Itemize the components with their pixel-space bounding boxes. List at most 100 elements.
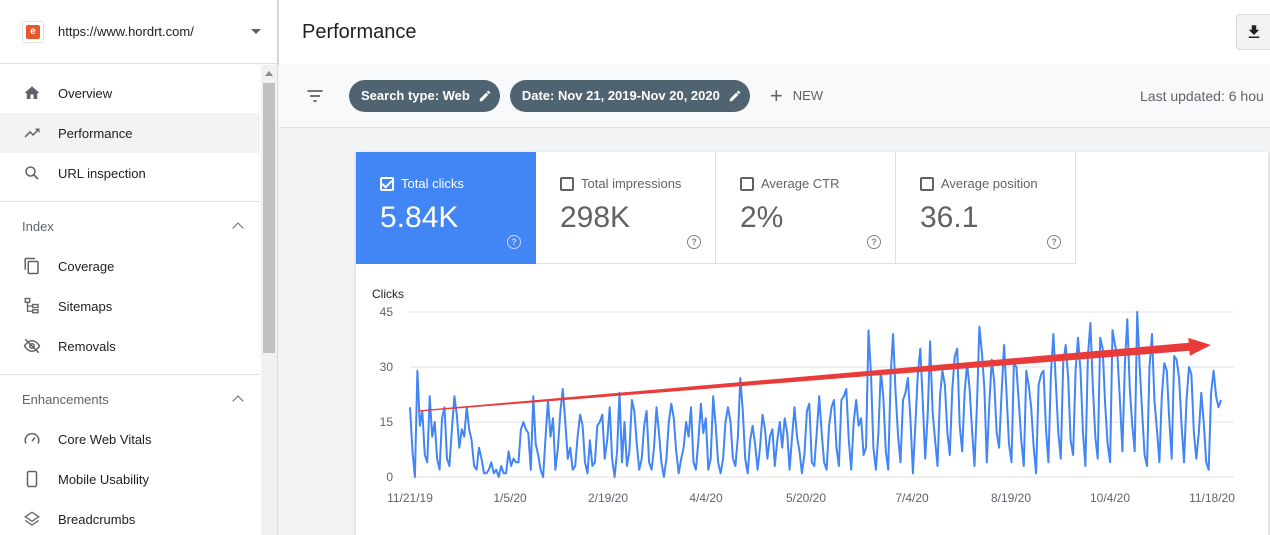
export-button[interactable] [1236,14,1270,50]
help-icon[interactable]: ? [687,235,701,249]
nav-section-enhancements: Enhancements Core Web Vitals Mobile Usab… [0,374,260,535]
x-tick-label: 5/20/20 [786,491,826,505]
nav-item-sitemaps[interactable]: Sitemaps [0,286,260,326]
metric-total-clicks[interactable]: Total clicks 5.84K ? [356,152,536,264]
copy-icon [22,256,42,276]
nav-item-label: URL inspection [58,165,146,181]
x-tick-label: 1/5/20 [493,491,527,505]
filter-icon[interactable] [305,86,325,106]
property-selector[interactable]: e https://www.hordrt.com/ [0,0,277,64]
clicks-chart[interactable]: Clicks 0 15 30 45 11/21/19 1/5/20 2/19/20 4/4/… [356,264,1268,535]
nav-item-removals[interactable]: Removals [0,326,260,366]
nav-item-overview[interactable]: Overview [0,73,260,113]
y-tick-label: 30 [380,360,394,374]
edit-icon [728,89,742,103]
chevron-up-icon [232,222,244,234]
search-type-chip[interactable]: Search type: Web [349,79,500,112]
trend-arrow [418,337,1211,412]
y-tick-label: 15 [380,415,394,429]
scroll-up-arrow-icon[interactable] [265,71,273,76]
date-range-chip[interactable]: Date: Nov 21, 2019-Nov 20, 2020 [509,79,750,112]
filter-bar: Search type: Web Date: Nov 21, 2019-Nov … [279,64,1270,128]
x-tick-label: 11/21/19 [387,491,433,505]
series-line-clicks [409,311,1222,478]
x-tick-label: 8/19/20 [991,491,1031,505]
download-icon [1248,25,1259,38]
y-tick-label: 0 [386,470,393,484]
search-icon [22,163,42,183]
site-logo: e [22,20,44,43]
phone-icon [22,469,42,489]
performance-card: Total clicks 5.84K ? Total impressions 2… [356,152,1268,535]
metric-tabs: Total clicks 5.84K ? Total impressions 2… [356,152,1268,264]
layers-icon [22,509,42,529]
nav-item-label: Breadcrumbs [58,511,136,527]
chip-label: Date: Nov 21, 2019-Nov 20, 2020 [521,88,720,103]
nav-item-label: Performance [58,125,133,141]
metric-value: 298K [560,201,631,234]
new-filter-label: NEW [792,88,824,103]
x-tick-label: 2/19/20 [588,491,628,505]
help-icon[interactable]: ? [867,235,881,249]
checkbox-unchecked[interactable] [560,176,574,191]
checkbox-checked[interactable] [380,176,394,191]
plus-icon: + [769,82,783,108]
trending-up-icon [22,123,42,143]
metric-label: Total impressions [581,176,682,191]
nav-item-core-web-vitals[interactable]: Core Web Vitals [0,419,260,459]
nav-item-label: Overview [58,85,113,101]
x-tick-label: 10/4/20 [1090,491,1130,505]
edit-icon [478,89,492,103]
property-url: https://www.hordrt.com/ [58,24,194,39]
nav-item-coverage[interactable]: Coverage [0,246,260,286]
nav-item-breadcrumbs[interactable]: Breadcrumbs [0,499,260,535]
metric-total-impressions[interactable]: Total impressions 298K ? [536,152,716,264]
last-updated-text: Last updated: 6 hou [1140,88,1264,104]
nav-section-index: Index Coverage Sitemaps Removals [0,201,260,366]
help-icon[interactable]: ? [507,235,521,249]
metric-label: Total clicks [401,176,464,191]
y-axis-label: Clicks [372,287,404,301]
new-filter-button[interactable]: + NEW [769,82,824,108]
metric-value: 2% [740,201,784,234]
nav-item-url-inspection[interactable]: URL inspection [0,153,260,193]
help-icon[interactable]: ? [1047,235,1061,249]
x-tick-label: 4/4/20 [689,491,723,505]
metric-average-ctr[interactable]: Average CTR 2% ? [716,152,896,264]
nav-item-label: Removals [58,338,116,354]
section-title: Index [22,218,54,234]
nav-item-label: Core Web Vitals [58,431,152,447]
metric-value: 36.1 [920,201,979,234]
checkbox-unchecked[interactable] [920,176,934,191]
trend-arrow-annotation [418,337,1211,412]
nav-item-label: Sitemaps [58,298,113,314]
scroll-thumb[interactable] [263,83,275,353]
metric-label: Average position [941,176,1038,191]
metric-value: 5.84K [380,201,459,234]
nav-item-mobile-usability[interactable]: Mobile Usability [0,459,260,499]
eye-off-icon [22,336,42,356]
x-tick-label: 7/4/20 [895,491,929,505]
checkbox-unchecked[interactable] [740,176,754,191]
nav-item-label: Coverage [58,258,115,274]
section-header-index[interactable]: Index [0,206,260,246]
speedometer-icon [22,429,42,449]
section-header-enhancements[interactable]: Enhancements [0,379,260,419]
chip-label: Search type: Web [361,88,470,103]
nav-item-performance[interactable]: Performance [0,113,260,153]
home-icon [22,83,42,103]
chevron-up-icon [232,395,244,407]
sidebar: e https://www.hordrt.com/ Overview Perfo… [0,0,278,535]
metric-average-position[interactable]: Average position 36.1 ? [896,152,1076,264]
metric-label: Average CTR [761,176,840,191]
y-axis-ticks: 0 15 30 45 [380,305,394,484]
section-title: Enhancements [22,391,109,407]
caret-down-icon[interactable] [251,29,261,34]
sitemap-icon [22,296,42,316]
top-header: Performance [279,0,1270,64]
x-tick-label: 11/18/20 [1189,491,1235,505]
nav-list: Overview Performance URL inspection Inde… [0,65,260,535]
page-title: Performance [302,20,417,43]
sidebar-scrollbar[interactable] [261,65,277,535]
nav-item-label: Mobile Usability [58,471,150,487]
